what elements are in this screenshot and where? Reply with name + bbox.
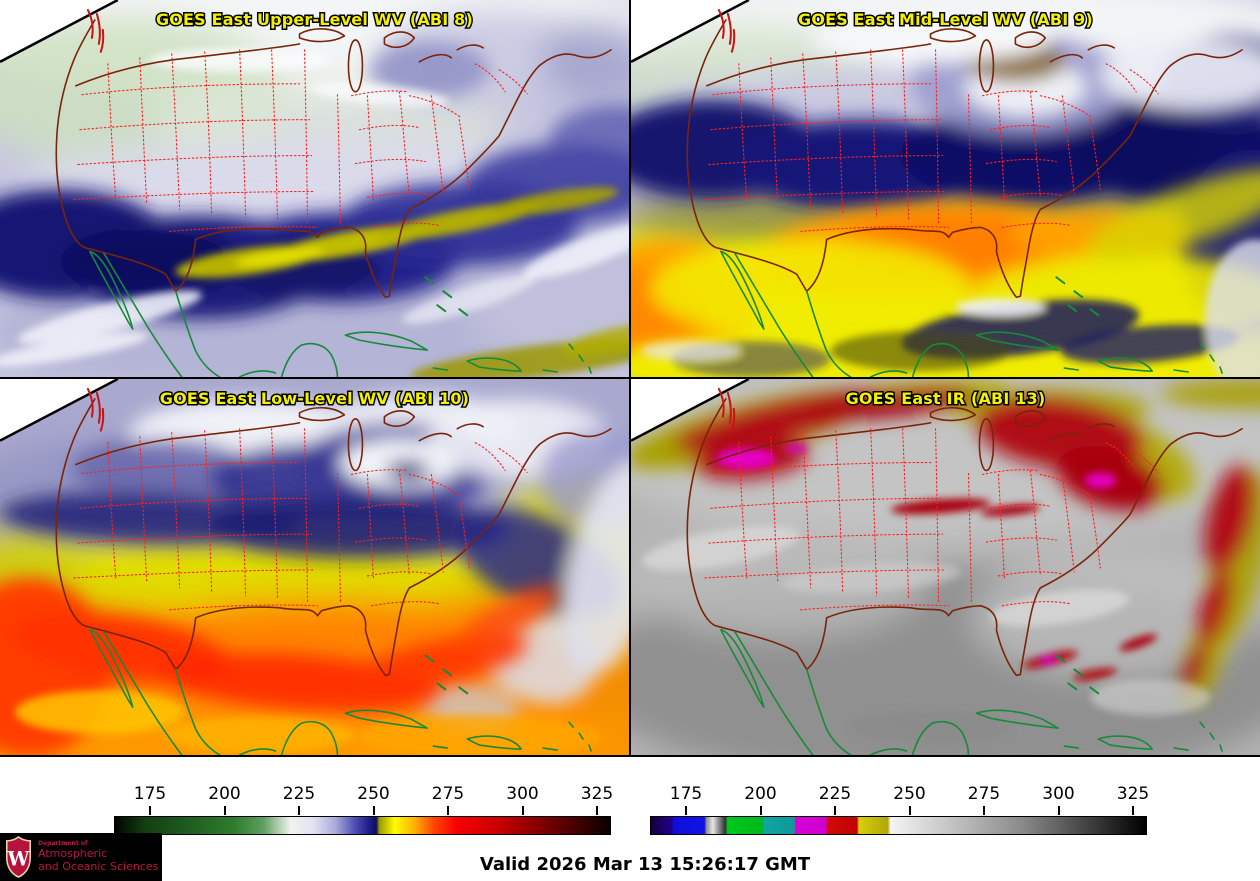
wv-colorbar: [114, 816, 611, 835]
caribbean-streaks: [640, 239, 1260, 377]
tick-mark: [1057, 806, 1060, 815]
satellite-image-abi8: GOES East Upper-Level WV (ABI 8): [0, 0, 629, 377]
tick-label: 175: [669, 784, 703, 804]
tick-label: 300: [506, 784, 539, 804]
tick-mark: [685, 806, 687, 815]
warm-yellow-patches: [14, 690, 600, 755]
valid-time-label: Valid 2026 Mar 13 15:26:17 GMT: [479, 854, 811, 875]
logo-name-line2: and Oceanic Sciences: [38, 859, 159, 873]
tick-mark: [1132, 806, 1134, 815]
tick-label: 200: [208, 784, 241, 804]
tick-label: 300: [1042, 784, 1075, 804]
panel-title: GOES East IR (ABI 13): [846, 389, 1046, 408]
tick-label: 325: [1116, 784, 1150, 804]
tick-label: 275: [431, 784, 465, 804]
logo-text: Department of Atmospheric and Oceanic Sc…: [38, 840, 158, 874]
tick-label: 250: [357, 784, 390, 804]
dry-yellow-streaks: [0, 47, 629, 377]
tick-label: 250: [893, 784, 926, 804]
tick-mark: [596, 806, 598, 815]
tick-label: 175: [133, 784, 167, 804]
uw-crest-icon: W: [5, 836, 32, 878]
tick-label: 325: [580, 784, 614, 804]
ir-colorbar: [650, 816, 1147, 835]
satellite-image-abi13: GOES East IR (ABI 13): [631, 379, 1260, 755]
tick-mark: [834, 806, 836, 815]
logo-dept-line: Department of: [38, 840, 88, 848]
panel-title: GOES East Low-Level WV (ABI 10): [160, 389, 469, 408]
satellite-image-abi10: GOES East Low-Level WV (ABI 10): [0, 379, 629, 755]
tick-mark: [759, 806, 762, 815]
tick-label: 275: [967, 784, 1001, 804]
overshooting-tops-and-clouds: [642, 443, 1211, 744]
panel-mid-level-wv: GOES East Mid-Level WV (ABI 9): [631, 0, 1260, 377]
uw-aos-logo: W Department of Atmospheric and Oceanic …: [0, 833, 162, 881]
panel-ir: GOES East IR (ABI 13): [631, 379, 1260, 755]
panel-title: GOES East Upper-Level WV (ABI 8): [156, 10, 473, 29]
cold-cloud-tops: [631, 379, 1260, 706]
tick-mark: [447, 806, 449, 815]
tick-mark: [521, 806, 524, 815]
satellite-image-abi9: GOES East Mid-Level WV (ABI 9): [631, 0, 1260, 377]
satellite-panel-grid: GOES East Upper-Level WV (ABI 8): [0, 0, 1260, 757]
tick-label: 200: [744, 784, 777, 804]
crest-letter: W: [7, 847, 31, 870]
footer: 175 200 225 250 275 300 325 175 200 225 250 275 300 3…: [0, 757, 1260, 881]
tick-label: 225: [282, 784, 316, 804]
panel-upper-level-wv: GOES East Upper-Level WV (ABI 8): [0, 0, 629, 377]
tick-mark: [908, 806, 911, 815]
tick-mark: [223, 806, 226, 815]
tick-mark: [298, 806, 300, 815]
tick-mark: [149, 806, 151, 815]
logo-name-line1: Atmospheric: [38, 846, 108, 860]
tick-mark: [372, 806, 375, 815]
panel-low-level-wv: GOES East Low-Level WV (ABI 10): [0, 379, 629, 755]
tick-mark: [983, 806, 985, 815]
tick-label: 225: [818, 784, 852, 804]
panel-title: GOES East Mid-Level WV (ABI 9): [798, 10, 1093, 29]
